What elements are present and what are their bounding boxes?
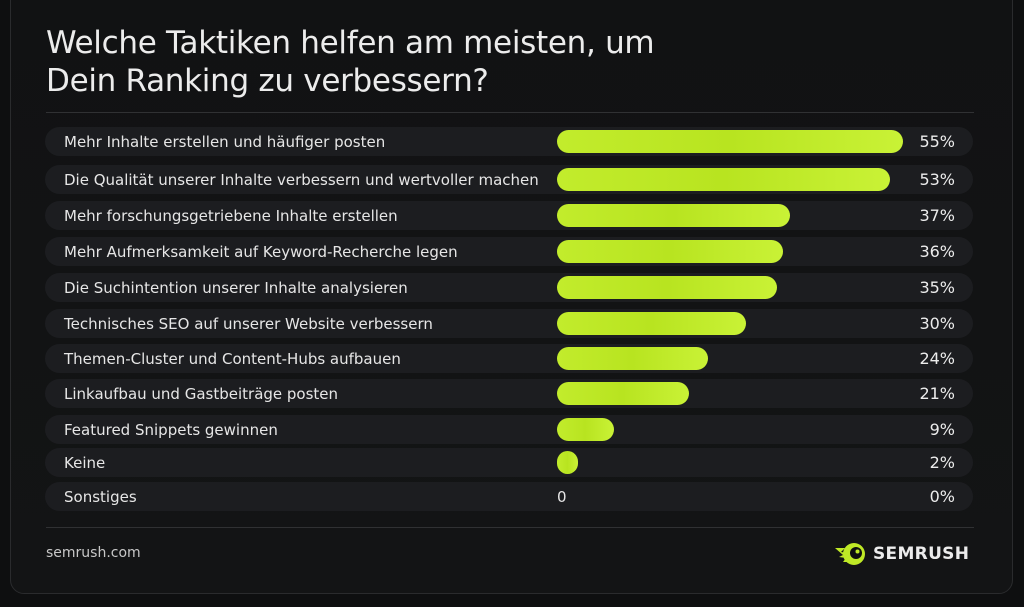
bar <box>557 347 708 370</box>
bar <box>557 382 690 405</box>
category-label: Mehr forschungsgetriebene Inhalte erstel… <box>64 207 398 225</box>
bar-row: Themen-Cluster und Content-Hubs aufbauen… <box>45 344 973 373</box>
value-label: 37% <box>919 206 955 225</box>
bar <box>557 168 891 191</box>
bar-row: Mehr Aufmerksamkeit auf Keyword-Recherch… <box>45 237 973 266</box>
bar <box>557 240 784 263</box>
bar-row: Sonstiges 0 0% <box>45 482 973 511</box>
value-label: 36% <box>919 242 955 261</box>
category-label: Sonstiges <box>64 488 137 506</box>
value-label: 9% <box>929 420 955 439</box>
bar-row: Mehr forschungsgetriebene Inhalte erstel… <box>45 201 973 230</box>
value-label: 53% <box>919 170 955 189</box>
brand-name: SEMRUSH <box>873 544 970 564</box>
source-text: semrush.com <box>46 545 141 561</box>
zero-marker: 0 <box>557 488 567 506</box>
bar <box>557 312 746 335</box>
category-label: Die Qualität unserer Inhalte verbessern … <box>64 171 539 189</box>
category-label: Mehr Inhalte erstellen und häufiger post… <box>64 133 386 151</box>
bar-row: Die Suchintention unserer Inhalte analys… <box>45 273 973 302</box>
bar <box>557 130 903 153</box>
bar-row: Keine 2% <box>45 448 973 477</box>
value-label: 2% <box>929 453 955 472</box>
semrush-fireball-icon <box>835 543 865 565</box>
bar <box>557 451 578 474</box>
category-label: Themen-Cluster und Content-Hubs aufbauen <box>64 350 401 368</box>
value-label: 24% <box>919 349 955 368</box>
value-label: 30% <box>919 314 955 333</box>
title-line-1: Welche Taktiken helfen am meisten, um <box>46 25 655 61</box>
category-label: Technisches SEO auf unserer Website verb… <box>64 315 433 333</box>
top-divider <box>46 112 974 113</box>
category-label: Keine <box>64 454 106 472</box>
category-label: Mehr Aufmerksamkeit auf Keyword-Recherch… <box>64 243 458 261</box>
chart-title: Welche Taktiken helfen am meisten, um De… <box>46 24 655 100</box>
bar-row: Mehr Inhalte erstellen und häufiger post… <box>45 127 973 156</box>
category-label: Linkaufbau und Gastbeiträge posten <box>64 385 339 403</box>
value-label: 35% <box>919 278 955 297</box>
category-label: Featured Snippets gewinnen <box>64 421 278 439</box>
bar-row: Die Qualität unserer Inhalte verbessern … <box>45 165 973 194</box>
bar-row: Technisches SEO auf unserer Website verb… <box>45 309 973 338</box>
bar-row: Featured Snippets gewinnen 9% <box>45 415 973 444</box>
semrush-logo: SEMRUSH <box>833 542 969 566</box>
bottom-divider <box>46 527 974 528</box>
category-label: Die Suchintention unserer Inhalte analys… <box>64 279 408 297</box>
bar-row: Linkaufbau und Gastbeiträge posten 21% <box>45 379 973 408</box>
value-label: 55% <box>919 132 955 151</box>
value-label: 0% <box>929 487 955 506</box>
value-label: 21% <box>919 384 955 403</box>
title-line-2: Dein Ranking zu verbessern? <box>46 63 489 99</box>
bar <box>557 276 778 299</box>
bar <box>557 204 790 227</box>
bar <box>557 418 614 441</box>
